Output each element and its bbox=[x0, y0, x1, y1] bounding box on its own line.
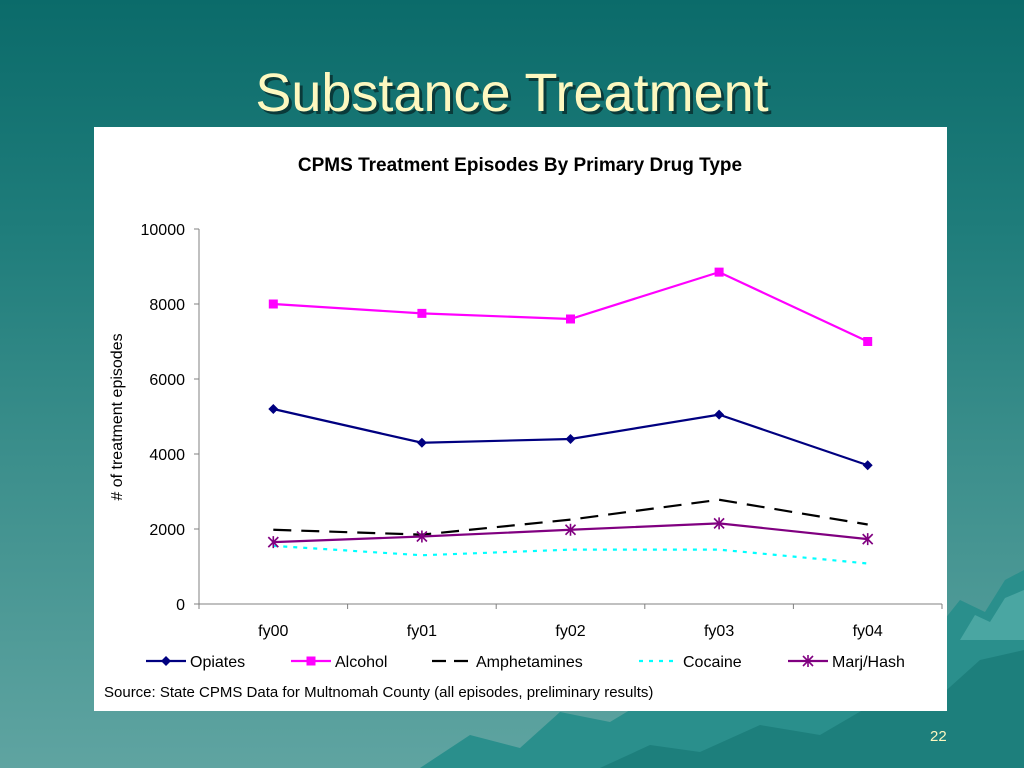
source-note: Source: State CPMS Data for Multnomah Co… bbox=[104, 684, 654, 701]
y-tick-label: 10000 bbox=[141, 222, 186, 239]
legend-item-amphetamines: Amphetamines bbox=[432, 654, 583, 671]
legend-marker bbox=[161, 656, 171, 666]
y-tick-label: 6000 bbox=[149, 372, 185, 389]
data-point-opiates bbox=[862, 460, 873, 471]
data-point-alcohol bbox=[417, 308, 427, 318]
x-tick-label: fy02 bbox=[555, 623, 585, 640]
legend-label: Amphetamines bbox=[476, 654, 583, 671]
data-point-marj-hash bbox=[267, 536, 279, 549]
y-axis-label: # of treatment episodes bbox=[109, 333, 126, 500]
data-point-marj-hash bbox=[416, 530, 428, 543]
series-line-alcohol bbox=[273, 270, 869, 343]
x-tick-label: fy04 bbox=[853, 623, 883, 640]
data-point-marj-hash bbox=[713, 517, 725, 530]
legend-item-opiates: Opiates bbox=[146, 654, 245, 671]
x-tick-label: fy00 bbox=[258, 623, 288, 640]
legend-item-cocaine: Cocaine bbox=[639, 654, 742, 671]
data-point-opiates bbox=[416, 437, 427, 448]
page-number: 22 bbox=[930, 728, 947, 745]
data-point-marj-hash bbox=[862, 533, 874, 546]
chart-title: CPMS Treatment Episodes By Primary Drug … bbox=[298, 155, 742, 176]
y-tick-label: 4000 bbox=[149, 447, 185, 464]
y-tick-label: 2000 bbox=[149, 522, 185, 539]
legend-marker bbox=[802, 655, 814, 667]
x-tick-label: fy01 bbox=[407, 623, 437, 640]
legend-item-marj-hash: Marj/Hash bbox=[788, 654, 905, 671]
y-tick-label: 8000 bbox=[149, 297, 185, 314]
data-point-opiates bbox=[268, 404, 279, 414]
legend-label: Cocaine bbox=[683, 654, 742, 671]
data-point-alcohol bbox=[566, 314, 575, 324]
data-point-opiates bbox=[565, 434, 576, 444]
legend-label: Opiates bbox=[190, 654, 245, 671]
x-tick-label: fy03 bbox=[704, 623, 734, 640]
legend-marker bbox=[306, 656, 316, 666]
legend-label: Alcohol bbox=[335, 654, 387, 671]
data-point-alcohol bbox=[268, 299, 278, 309]
data-point-alcohol bbox=[714, 267, 724, 277]
y-tick-label: 0 bbox=[176, 597, 185, 614]
series-line-amphetamines bbox=[273, 498, 868, 536]
series-line-cocaine bbox=[273, 544, 868, 565]
data-point-marj-hash bbox=[564, 523, 577, 536]
legend-label: Marj/Hash bbox=[832, 654, 905, 671]
data-point-alcohol bbox=[863, 337, 873, 346]
data-point-opiates bbox=[714, 409, 725, 420]
slide-title: Substance Treatment bbox=[255, 63, 769, 123]
line-chart: CPMS Treatment Episodes By Primary Drug … bbox=[109, 155, 943, 671]
chart-panel: CPMS Treatment Episodes By Primary Drug … bbox=[94, 127, 947, 711]
legend-item-alcohol: Alcohol bbox=[291, 654, 387, 671]
